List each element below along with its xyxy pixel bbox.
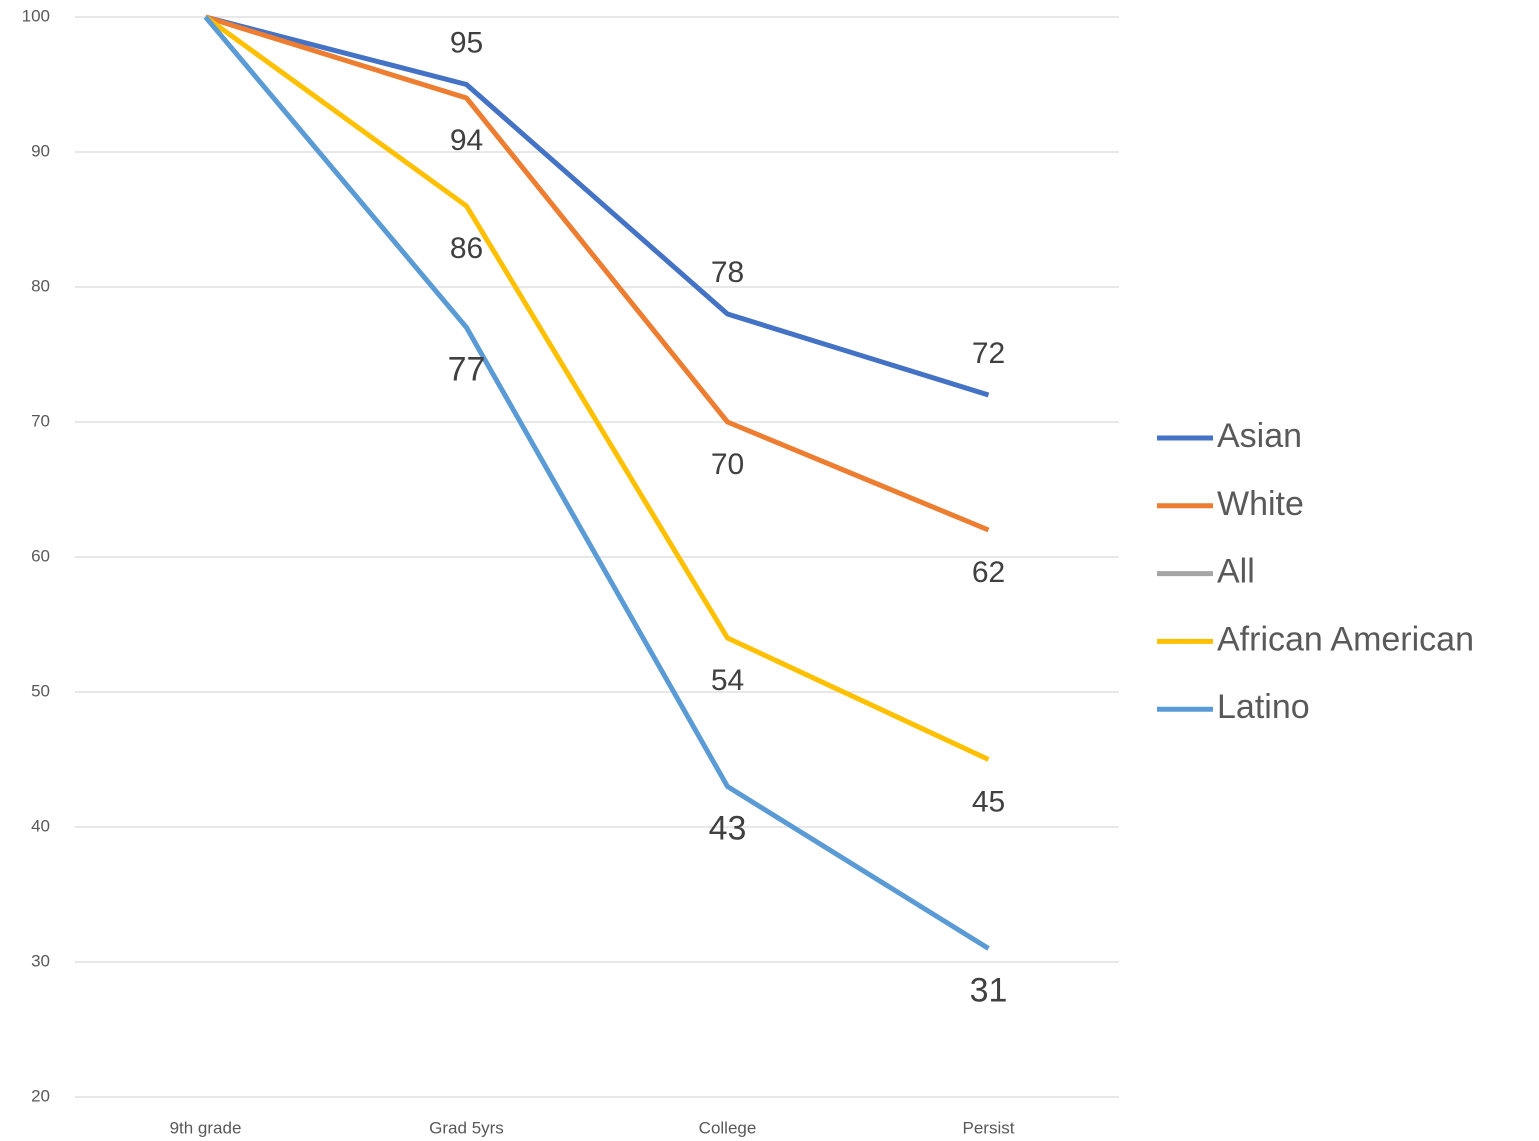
series-line	[204, 14, 990, 398]
data-label: 94	[450, 124, 483, 157]
y-tick-label: 80	[31, 276, 50, 295]
y-tick-label: 20	[31, 1086, 50, 1105]
y-tick-label: 50	[31, 681, 50, 700]
data-label: 70	[711, 448, 744, 481]
data-label: 31	[970, 971, 1008, 1009]
y-tick-label: 30	[31, 951, 50, 970]
data-label: 86	[450, 232, 483, 265]
data-label: 43	[709, 809, 747, 847]
y-tick-label: 40	[31, 816, 50, 835]
legend-label: All	[1217, 553, 1255, 591]
data-label: 62	[972, 556, 1005, 589]
y-tick-label: 90	[31, 141, 50, 160]
y-tick-label: 70	[31, 411, 50, 430]
legend-label: White	[1217, 485, 1304, 523]
y-tick-label: 60	[31, 546, 50, 565]
data-label: 54	[711, 664, 744, 697]
legend-label: African American	[1217, 620, 1474, 658]
x-tick-label: College	[699, 1118, 757, 1137]
data-label: 45	[972, 785, 1005, 818]
legend-label: Latino	[1217, 688, 1310, 726]
legend-label: Asian	[1217, 417, 1302, 455]
x-tick-label: Grad 5yrs	[429, 1118, 504, 1137]
x-tick-label: Persist	[963, 1118, 1015, 1137]
series-line	[204, 14, 990, 533]
data-label: 77	[448, 350, 486, 388]
series-line	[204, 14, 990, 762]
series-line	[203, 15, 990, 951]
data-label: 72	[972, 337, 1005, 370]
data-label: 95	[450, 26, 483, 59]
data-label: 78	[711, 256, 744, 289]
y-tick-label: 100	[22, 6, 50, 25]
x-tick-label: 9th grade	[170, 1118, 242, 1137]
